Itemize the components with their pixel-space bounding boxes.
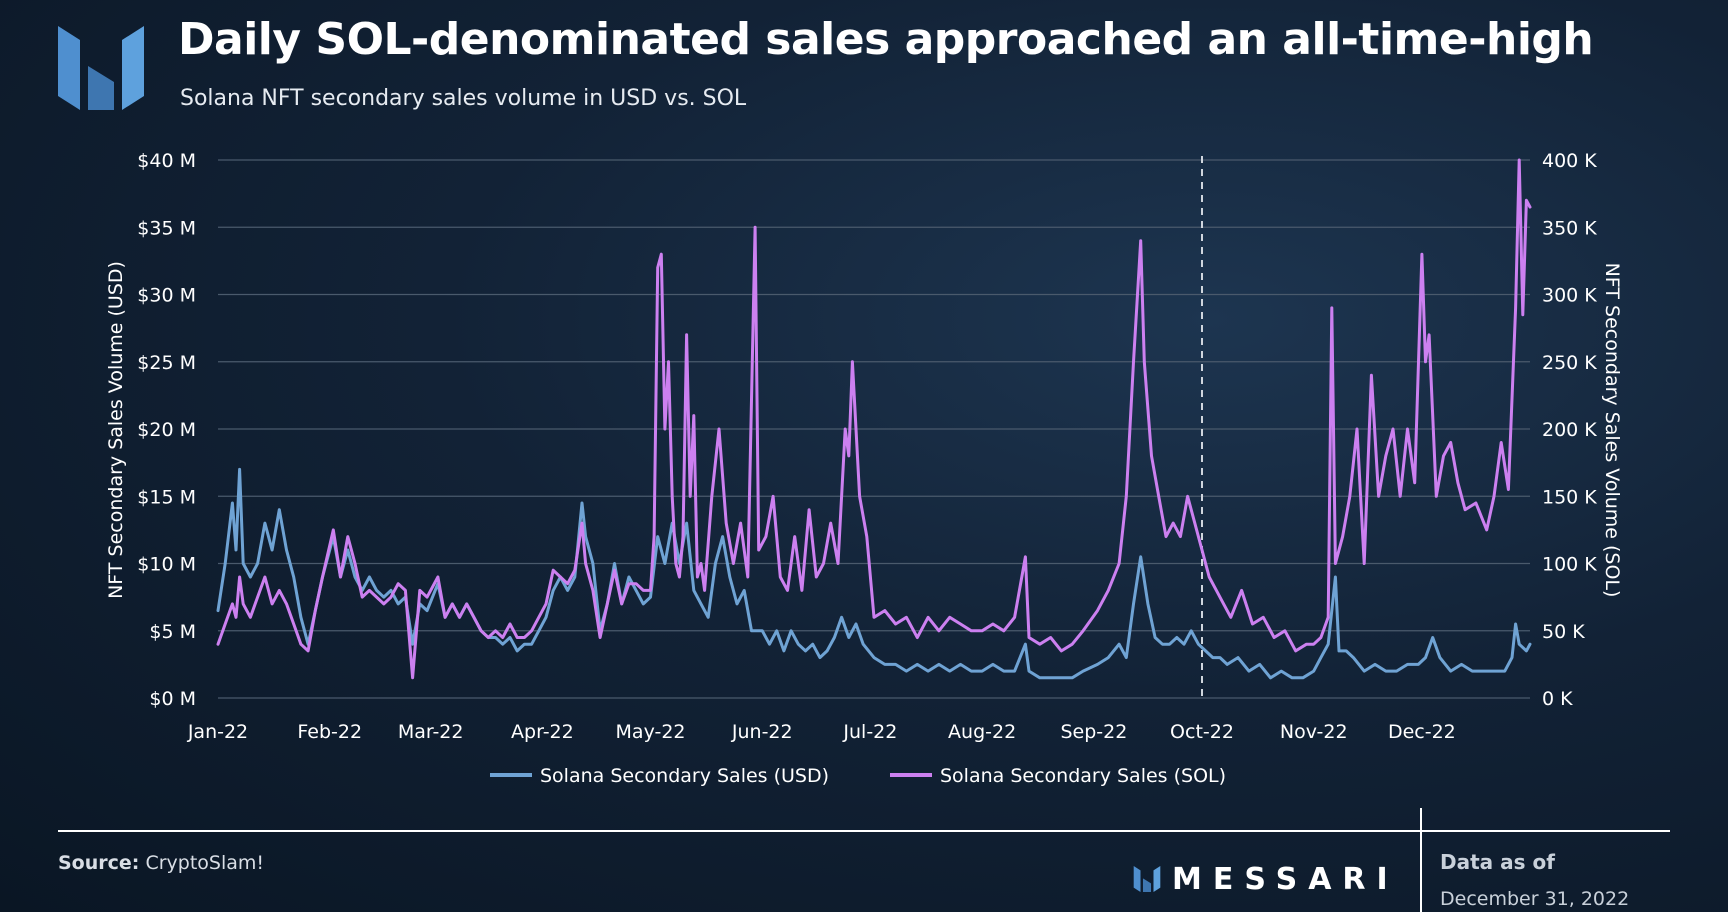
source-label: Source:: [58, 852, 140, 874]
messari-small-logo: [1133, 866, 1161, 892]
legend: Solana Secondary Sales (USD) Solana Seco…: [490, 765, 1226, 787]
y-left-tick-label: $0 M: [149, 688, 196, 710]
y-right-tick-label: 250 K: [1542, 352, 1597, 374]
footer-divider: [58, 830, 1670, 832]
y-left-tick-label: $40 M: [137, 150, 196, 172]
y-right-tick-label: 50 K: [1542, 621, 1585, 643]
x-tick-label: Jan-22: [187, 721, 248, 743]
legend-usd-label: Solana Secondary Sales (USD): [540, 765, 829, 787]
y-right-tick-label: 350 K: [1542, 217, 1597, 239]
y-left-tick-label: $5 M: [149, 621, 196, 643]
y-right-tick-label: 100 K: [1542, 554, 1597, 576]
series-line-sol: [216, 158, 1532, 680]
y-right-tick-label: 300 K: [1542, 285, 1597, 307]
brand-mark: MESSARI: [1132, 861, 1399, 897]
x-tick-label: Nov-22: [1280, 721, 1348, 743]
chart: $0 M $5 M $10 M $15 M $20 M $25 M $30 M $35 M $4…: [105, 150, 1623, 787]
data-as-of-date: December 31, 2022: [1440, 888, 1630, 910]
y-left-tick-label: $15 M: [137, 486, 196, 508]
legend-sol-label: Solana Secondary Sales (SOL): [940, 765, 1226, 787]
x-tick-label: Jun-22: [731, 721, 793, 743]
x-tick-label: Aug-22: [948, 721, 1016, 743]
y-left-tick-label: $25 M: [137, 352, 196, 374]
x-tick-label: Apr-22: [511, 721, 574, 743]
x-tick-label: Dec-22: [1388, 721, 1456, 743]
y-left-tick-label: $10 M: [137, 554, 196, 576]
chart-title: Daily SOL-denominated sales approached a…: [178, 14, 1594, 65]
left-axis-ticks: $0 M $5 M $10 M $15 M $20 M $25 M $30 M $35 M $4…: [137, 150, 196, 710]
right-axis-label: NFT Secondary Sales Volume (SOL): [1601, 263, 1623, 598]
x-axis-ticks: Jan-22 Feb-22 Mar-22 Apr-22 May-22 Jun-22 Jul-…: [187, 721, 1456, 743]
x-tick-label: Jul-22: [842, 721, 897, 743]
left-axis-label: NFT Secondary Sales Volume (USD): [105, 261, 127, 599]
x-tick-label: Sep-22: [1060, 721, 1127, 743]
source-value: CryptoSlam!: [145, 852, 265, 874]
gridlines: [218, 159, 1530, 699]
chart-subtitle: Solana NFT secondary sales volume in USD…: [180, 86, 747, 111]
y-left-tick-label: $35 M: [137, 217, 196, 239]
y-right-tick-label: 150 K: [1542, 486, 1597, 508]
y-left-tick-label: $30 M: [137, 285, 196, 307]
x-tick-label: Oct-22: [1170, 721, 1234, 743]
y-right-tick-label: 400 K: [1542, 150, 1597, 172]
footer-vertical-divider: [1420, 808, 1422, 912]
series-lines: [216, 158, 1532, 680]
x-tick-label: Feb-22: [297, 721, 362, 743]
x-tick-label: May-22: [616, 721, 686, 743]
data-as-of-label: Data as of: [1440, 850, 1555, 874]
brand-name: MESSARI: [1172, 861, 1399, 897]
y-left-tick-label: $20 M: [137, 419, 196, 441]
y-right-tick-label: 200 K: [1542, 419, 1597, 441]
y-right-tick-label: 0 K: [1542, 688, 1573, 710]
x-tick-label: Mar-22: [398, 721, 464, 743]
messari-logo: [58, 26, 144, 110]
right-axis-ticks: 0 K 50 K 100 K 150 K 200 K 250 K 300 K 350 K 400…: [1542, 150, 1597, 710]
source-note: Source: CryptoSlam!: [58, 852, 264, 874]
